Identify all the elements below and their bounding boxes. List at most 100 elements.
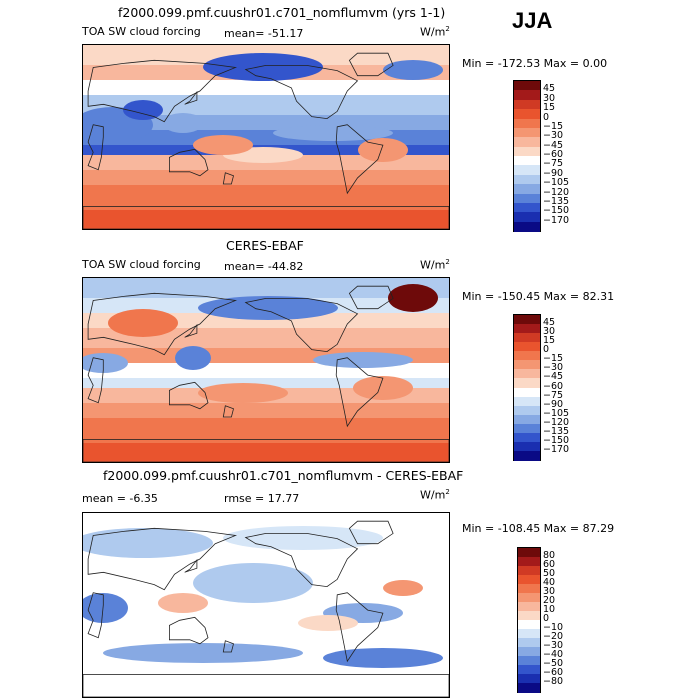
colorbar-tick-label: −60	[543, 149, 564, 160]
colorbar-tick-label: −135	[543, 425, 570, 437]
colorbar-swatch	[518, 566, 540, 576]
map-canvas	[83, 45, 449, 229]
field-patch	[353, 376, 413, 400]
colorbar-tick-label: −105	[543, 177, 570, 189]
colorbar-tick-label: 20	[543, 595, 556, 606]
colorbar-swatch	[514, 333, 540, 343]
colorbar-swatch	[514, 118, 540, 129]
colorbar-swatch	[514, 81, 540, 91]
colorbar-swatch	[514, 146, 540, 157]
coastline	[222, 172, 234, 185]
colorbar-tick-label: 30	[543, 586, 556, 597]
panel-title: f2000.099.pmf.cuushr01.c701_nomflumvm - …	[103, 468, 464, 483]
field-patch	[198, 296, 338, 320]
panel-title: CERES-EBAF	[226, 238, 304, 253]
colorbar-swatch	[514, 90, 540, 101]
field-band	[83, 378, 449, 388]
field-band	[83, 403, 449, 418]
colorbar-tick-label: 30	[543, 326, 556, 338]
rmse-label: rmse = 17.77	[224, 492, 300, 505]
coastline	[87, 292, 238, 356]
colorbar-swatch	[518, 548, 540, 558]
colorbar-tick-label: −105	[543, 407, 570, 419]
colorbar-swatch	[514, 127, 540, 138]
coastline	[87, 124, 104, 171]
colorbar	[513, 314, 541, 461]
coastline	[222, 405, 234, 418]
minmax-label: Min = -172.53 Max = 0.00	[462, 57, 608, 70]
colorbar-tick-label: 60	[543, 559, 556, 570]
colorbar-swatch	[514, 212, 540, 223]
colorbar-swatch	[514, 441, 540, 452]
colorbar-tick-label: −170	[543, 214, 570, 226]
field-patch	[83, 593, 128, 623]
colorbar-tick-label: −75	[543, 389, 564, 401]
colorbar-swatch	[514, 396, 540, 407]
field-patch	[388, 284, 438, 312]
map-model	[82, 44, 450, 230]
colorbar-swatch	[518, 647, 540, 657]
colorbar	[513, 80, 541, 232]
colorbar-tick-label: −120	[543, 416, 570, 428]
coastline	[244, 64, 359, 120]
colorbar-tick-label: −90	[543, 167, 564, 179]
colorbar-swatch	[514, 360, 540, 370]
field-patch	[203, 53, 323, 81]
colorbar-swatch	[514, 423, 540, 434]
colorbar-tick-label: −45	[543, 371, 564, 383]
map-diff	[82, 512, 450, 698]
mean-label: mean= -44.82	[224, 260, 304, 273]
field-patch	[323, 648, 443, 668]
coastline	[244, 532, 359, 588]
field-band	[83, 95, 449, 115]
panel-title: f2000.099.pmf.cuushr01.c701_nomflumvm (y…	[118, 5, 446, 20]
colorbar-swatch	[514, 99, 540, 110]
coastline	[87, 527, 238, 591]
colorbar-swatch	[514, 221, 540, 232]
colorbar-swatch	[514, 137, 540, 148]
coastline	[244, 297, 359, 353]
field-patch	[193, 135, 253, 155]
coastline	[222, 640, 234, 653]
colorbar-tick-label: −30	[543, 640, 564, 651]
colorbar-tick-label: 50	[543, 568, 556, 579]
coastline	[335, 124, 384, 195]
colorbar-tick-label: −30	[543, 362, 564, 374]
colorbar-swatch	[518, 683, 540, 693]
colorbar-tick-label: −80	[543, 676, 564, 687]
field-band	[83, 80, 449, 95]
colorbar-tick-label: −15	[543, 353, 564, 365]
colorbar-tick-label: −135	[543, 195, 570, 207]
colorbar-tick-label: 0	[543, 613, 550, 624]
coastline	[169, 616, 209, 645]
season-label: JJA	[512, 8, 553, 33]
colorbar-swatch	[514, 351, 540, 361]
field-patch	[223, 526, 383, 550]
colorbar-tick-label: −120	[543, 186, 570, 198]
field-label: TOA SW cloud forcing	[82, 25, 201, 38]
colorbar-tick-label: −75	[543, 158, 564, 170]
field-band	[83, 418, 449, 443]
colorbar-swatch	[518, 638, 540, 648]
map-obs	[82, 277, 450, 463]
colorbar-swatch	[514, 387, 540, 398]
coastline	[169, 381, 209, 410]
field-patch	[158, 593, 208, 613]
colorbar-swatch	[518, 557, 540, 567]
field-patch	[298, 615, 358, 631]
field-patch	[313, 352, 413, 368]
coastline	[348, 520, 394, 545]
mean-label: mean = -6.35	[82, 492, 158, 505]
colorbar-swatch	[518, 656, 540, 666]
field-band	[83, 278, 449, 298]
coastline	[184, 558, 198, 573]
field-band	[83, 210, 449, 229]
colorbar-swatch	[514, 165, 540, 176]
colorbar-swatch	[514, 432, 540, 443]
colorbar-swatch	[518, 584, 540, 594]
colorbar-tick-label: 40	[543, 577, 556, 588]
units-label: W/m2	[420, 488, 450, 502]
colorbar-tick-label: 0	[543, 344, 550, 356]
field-patch	[103, 643, 303, 663]
field-band	[83, 170, 449, 185]
